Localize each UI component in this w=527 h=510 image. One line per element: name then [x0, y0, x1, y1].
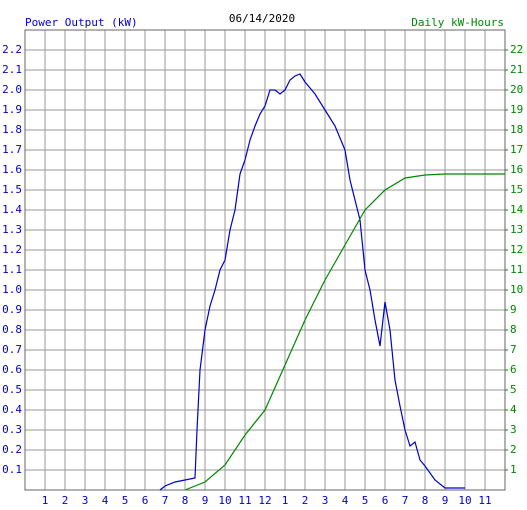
- x-tick-label: 12: [258, 494, 271, 507]
- y2-tick-label: 22: [510, 43, 523, 56]
- y-tick-label: 2.0: [2, 83, 22, 96]
- chart-title: 06/14/2020: [229, 12, 295, 25]
- y-tick-label: 0.6: [2, 363, 22, 376]
- x-tick-label: 11: [478, 494, 491, 507]
- y-tick-label: 1.4: [2, 203, 22, 216]
- y2-tick-label: 1: [510, 463, 517, 476]
- y-tick-label: 1.6: [2, 163, 22, 176]
- right-axis-label: Daily kW-Hours: [411, 16, 504, 29]
- x-tick-label: 7: [162, 494, 169, 507]
- y2-tick-label: 7: [510, 343, 517, 356]
- y2-tick-label: 3: [510, 423, 517, 436]
- x-tick-label: 10: [218, 494, 231, 507]
- x-tick-label: 6: [142, 494, 149, 507]
- x-tick-label: 5: [362, 494, 369, 507]
- x-tick-label: 9: [442, 494, 449, 507]
- y-tick-label: 0.8: [2, 323, 22, 336]
- y2-tick-label: 10: [510, 283, 523, 296]
- x-tick-label: 10: [458, 494, 471, 507]
- y-tick-label: 0.9: [2, 303, 22, 316]
- x-tick-label: 11: [238, 494, 251, 507]
- y2-tick-label: 14: [510, 203, 524, 216]
- y-tick-label: 0.5: [2, 383, 22, 396]
- y2-tick-label: 8: [510, 323, 517, 336]
- y-tick-label: 0.7: [2, 343, 22, 356]
- y2-tick-label: 18: [510, 123, 523, 136]
- x-tick-label: 7: [402, 494, 409, 507]
- x-tick-label: 4: [342, 494, 349, 507]
- y-tick-label: 1.9: [2, 103, 22, 116]
- y2-tick-label: 2: [510, 443, 517, 456]
- y2-tick-label: 21: [510, 63, 523, 76]
- x-tick-label: 8: [422, 494, 429, 507]
- y2-tick-label: 12: [510, 243, 523, 256]
- y-tick-label: 1.7: [2, 143, 22, 156]
- y2-tick-label: 20: [510, 83, 523, 96]
- x-tick-label: 2: [302, 494, 309, 507]
- y-tick-label: 2.1: [2, 63, 22, 76]
- y-tick-label: 1.3: [2, 223, 22, 236]
- y-tick-label: 0.1: [2, 463, 22, 476]
- y-tick-label: 1.8: [2, 123, 22, 136]
- y-tick-label: 0.4: [2, 403, 22, 416]
- y2-tick-label: 5: [510, 383, 517, 396]
- x-tick-label: 3: [82, 494, 89, 507]
- y2-tick-label: 11: [510, 263, 523, 276]
- series-line: [159, 73, 465, 491]
- y-tick-label: 1.1: [2, 263, 22, 276]
- x-tick-label: 6: [382, 494, 389, 507]
- x-tick-label: 3: [322, 494, 329, 507]
- x-tick-label: 5: [122, 494, 129, 507]
- y-tick-label: 2.2: [2, 43, 22, 56]
- x-tick-label: 4: [102, 494, 109, 507]
- plot-border: [24, 29, 506, 491]
- left-axis-label: Power Output (kW): [25, 16, 138, 29]
- y2-tick-label: 4: [510, 403, 517, 416]
- y2-tick-label: 17: [510, 143, 523, 156]
- y-tick-label: 1.5: [2, 183, 22, 196]
- y2-tick-label: 15: [510, 183, 523, 196]
- x-tick-label: 9: [202, 494, 209, 507]
- y-tick-label: 1.2: [2, 243, 22, 256]
- x-tick-label: 1: [42, 494, 49, 507]
- x-tick-label: 8: [182, 494, 189, 507]
- y2-tick-label: 13: [510, 223, 523, 236]
- y-tick-label: 0.3: [2, 423, 22, 436]
- y2-tick-label: 16: [510, 163, 523, 176]
- series-line: [184, 173, 505, 491]
- y2-tick-label: 19: [510, 103, 523, 116]
- y-tick-label: 1.0: [2, 283, 22, 296]
- y-tick-label: 0.2: [2, 443, 22, 456]
- x-tick-label: 1: [282, 494, 289, 507]
- x-tick-label: 2: [62, 494, 69, 507]
- y2-tick-label: 6: [510, 363, 517, 376]
- y2-tick-label: 9: [510, 303, 517, 316]
